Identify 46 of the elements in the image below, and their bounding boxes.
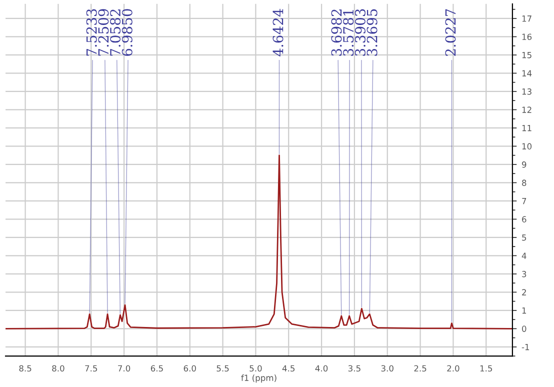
line-series [6,154,512,330]
annotation: 3.3903 [354,9,366,56]
y-tick-label: 9 [522,161,526,168]
y-tick-label: 13 [522,88,532,95]
y-tick-label: 4 [522,252,526,259]
annotation: 7.5233 [86,9,97,56]
x-tick-label: 7.5 [85,365,98,372]
y-tick-label: 12 [522,106,532,113]
x-tick-label: 8.0 [52,365,64,372]
annotation: 2.0227 [445,9,456,56]
annotation: 3.5781 [343,10,354,56]
y-tick-label: 10 [522,143,532,150]
x-tick-label: 2.0 [447,365,460,372]
x-tick-label: 1.5 [480,365,492,372]
y-tick-label: 8 [522,180,526,186]
y-tick-label: 0 [522,326,526,332]
annotation: 3.6982 [331,10,342,56]
x-tick-label: 6.5 [150,365,163,372]
y-tick-label: 11 [522,125,532,132]
x-tick-label: 3.5 [348,365,360,372]
y-tick-label: 14 [522,70,532,76]
x-tick-label: 5.0 [250,365,262,372]
y-tick-label: 7 [522,198,526,204]
x-tick-label: 8.5 [19,365,32,372]
annotation: 6.9850 [122,9,132,56]
y-tick-label: 15 [522,52,532,58]
x-tick-label: 7.0 [118,365,130,372]
x-tick-label: 5.5 [216,365,229,372]
x-tick-label: 6.0 [184,365,196,372]
y-tick-label: 5 [522,234,526,241]
y-tick-label: 1 [522,308,526,314]
annotation: 3.2695 [366,9,378,56]
y-tick-label: 17 [522,16,532,22]
y-tick-label: 6 [522,216,526,222]
x-tick-label: 4.0 [315,365,328,372]
x-tick-label: 4.5 [282,365,295,372]
x-tick-label: 3.0 [381,365,394,372]
x-axis-title: f1 (ppm) [241,374,276,383]
x-tick-label: 2.5 [414,365,426,372]
y-tick-label: 2 [522,289,526,296]
y-tick-label: 3 [522,270,526,278]
y-tick-label: -1 [522,344,530,350]
annotation: 4.6424 [272,8,284,56]
y-tick-label: 16 [522,34,532,40]
annotation: 7.0582 [110,10,121,56]
annotation: 7.2509 [98,9,109,56]
